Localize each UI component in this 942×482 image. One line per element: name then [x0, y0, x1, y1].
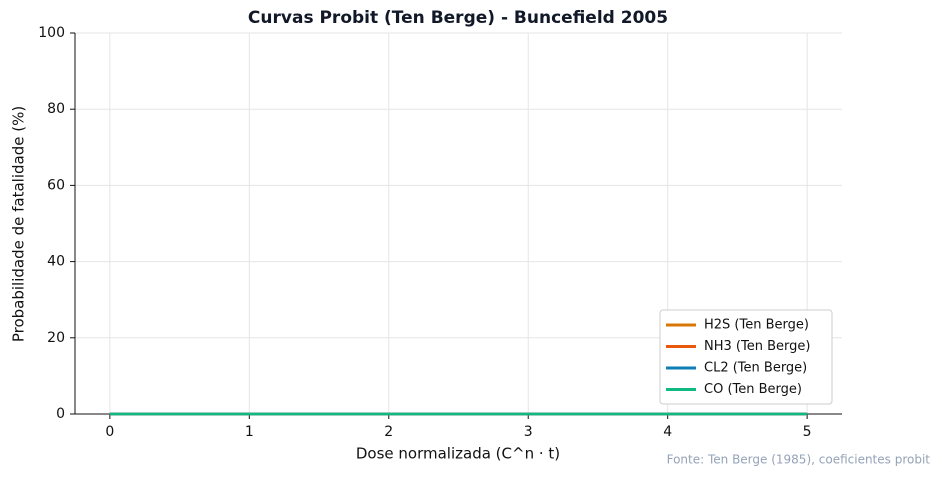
- legend-box: [659, 309, 833, 405]
- x-tick-label: 3: [524, 424, 533, 440]
- source-note: Fonte: Ten Berge (1985), coeficientes pr…: [667, 453, 931, 467]
- y-tick-label: 60: [47, 177, 65, 193]
- legend-label: CL2 (Ten Berge): [704, 361, 807, 376]
- x-tick-label: 1: [245, 424, 254, 440]
- legend-label: CO (Ten Berge): [704, 382, 802, 397]
- x-tick-label: 4: [663, 424, 672, 440]
- y-tick-label: 0: [56, 406, 65, 422]
- x-tick-label: 0: [105, 424, 114, 440]
- y-axis-label: Probabilidade de fatalidade (%): [10, 106, 28, 342]
- x-axis-label: Dose normalizada (C^n · t): [356, 445, 560, 463]
- legend-label: NH3 (Ten Berge): [704, 339, 810, 354]
- y-tick-label: 100: [38, 25, 65, 41]
- legend-label: H2S (Ten Berge): [704, 318, 809, 333]
- y-tick-label: 40: [47, 254, 65, 270]
- x-tick-label: 2: [384, 424, 393, 440]
- y-tick-label: 80: [47, 101, 65, 117]
- y-tick-label: 20: [47, 330, 65, 346]
- x-tick-label: 5: [803, 424, 812, 440]
- chart-title: Curvas Probit (Ten Berge) - Buncefield 2…: [248, 8, 668, 28]
